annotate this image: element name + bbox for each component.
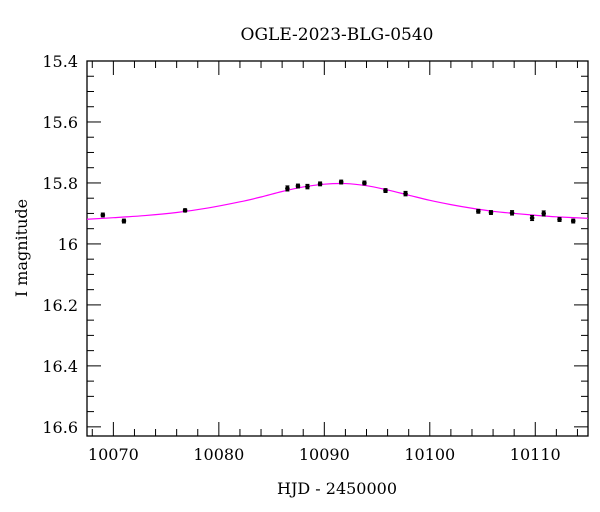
y-tick-label: 16 <box>58 235 78 254</box>
point-marker <box>285 186 290 191</box>
axis-ticks: 10070 10080 10090 10100 10110 15.4 15.6 15.8 16 1… <box>42 52 588 464</box>
x-tick-label: 10090 <box>299 445 350 464</box>
point-marker <box>403 191 408 196</box>
data-point <box>317 181 323 187</box>
data-point <box>529 214 535 222</box>
point-marker <box>488 210 494 215</box>
point-marker <box>338 179 344 185</box>
y-tick-label: 15.4 <box>42 52 78 71</box>
y-tick-label: 16.6 <box>42 418 78 437</box>
plot-frame <box>86 60 589 437</box>
x-tick-label: 10110 <box>510 445 561 464</box>
point-marker <box>509 210 515 216</box>
data-point <box>100 212 106 218</box>
data-point <box>305 183 310 190</box>
data-point <box>383 188 388 194</box>
data-point <box>338 179 344 185</box>
point-marker <box>305 184 310 189</box>
x-axis-label: HJD - 2450000 <box>277 479 397 498</box>
data-points <box>100 179 576 224</box>
point-marker <box>529 215 535 221</box>
model-curve-line <box>86 182 589 220</box>
data-point <box>362 180 367 186</box>
y-tick-label: 15.8 <box>42 174 78 193</box>
model-curve <box>86 182 589 220</box>
data-point <box>121 218 127 224</box>
point-marker <box>182 208 188 213</box>
chart-title: OGLE-2023-BLG-0540 <box>241 25 434 45</box>
point-marker <box>362 180 367 186</box>
data-point <box>285 185 290 192</box>
y-tick-label: 16.4 <box>42 357 78 376</box>
data-point <box>488 210 494 215</box>
data-point <box>295 183 301 189</box>
point-marker <box>476 209 481 214</box>
data-point <box>541 210 547 217</box>
x-tick-label: 10070 <box>88 445 139 464</box>
y-tick-label: 16.2 <box>42 296 78 315</box>
x-tick-label: 10100 <box>404 445 455 464</box>
point-marker <box>317 181 323 187</box>
y-axis-label: I magnitude <box>12 199 31 297</box>
x-tick-label: 10080 <box>193 445 244 464</box>
y-tick-label: 15.6 <box>42 113 78 132</box>
data-point <box>570 218 576 224</box>
point-marker <box>557 217 562 222</box>
point-marker <box>570 218 576 224</box>
point-marker <box>541 211 547 216</box>
data-point <box>182 208 188 213</box>
data-point <box>557 217 562 222</box>
point-marker <box>121 218 127 224</box>
point-marker <box>100 212 106 218</box>
data-point <box>476 208 481 214</box>
data-point <box>509 210 515 216</box>
point-marker <box>295 183 301 189</box>
data-point <box>403 190 408 197</box>
point-marker <box>383 188 388 193</box>
